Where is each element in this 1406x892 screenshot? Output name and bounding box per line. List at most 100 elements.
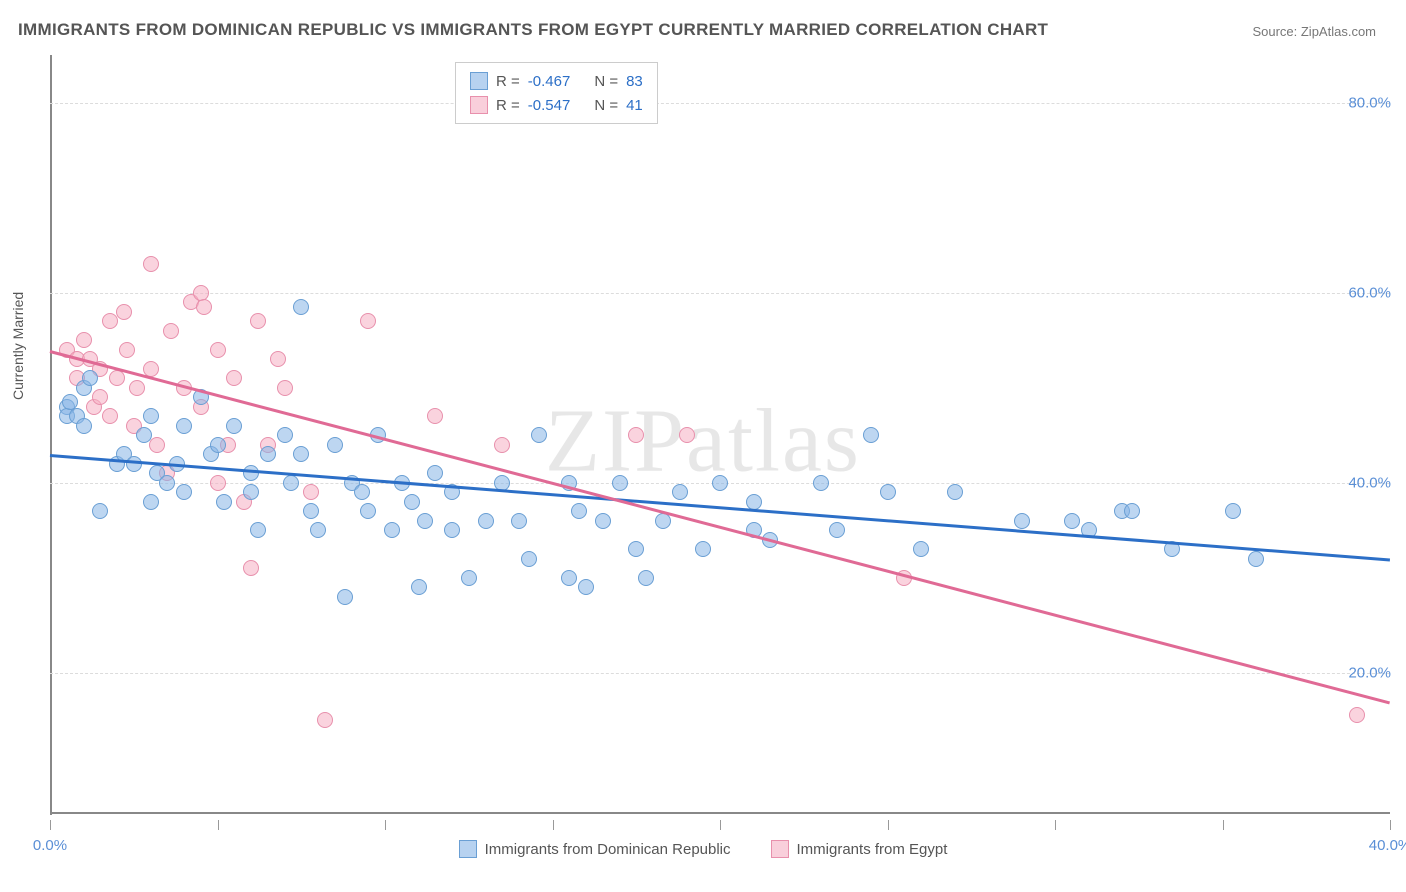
scatter-point-blue: [143, 408, 159, 424]
scatter-point-blue: [1014, 513, 1030, 529]
scatter-point-pink: [92, 389, 108, 405]
trend-line-blue: [50, 454, 1390, 561]
legend-n-label: N =: [594, 97, 618, 114]
scatter-point-blue: [417, 513, 433, 529]
scatter-point-blue: [638, 570, 654, 586]
scatter-point-blue: [277, 427, 293, 443]
scatter-point-blue: [880, 484, 896, 500]
scatter-point-pink: [119, 342, 135, 358]
scatter-point-pink: [116, 304, 132, 320]
scatter-point-blue: [746, 494, 762, 510]
scatter-point-blue: [159, 475, 175, 491]
scatter-point-pink: [277, 380, 293, 396]
scatter-point-pink: [243, 560, 259, 576]
x-tick: [720, 820, 721, 830]
legend-swatch-pink: [771, 840, 789, 858]
x-tick: [218, 820, 219, 830]
scatter-point-blue: [354, 484, 370, 500]
y-tick-label: 80.0%: [1348, 94, 1391, 111]
legend-r-label: R =: [496, 73, 520, 90]
scatter-point-blue: [672, 484, 688, 500]
legend-n-value: 83: [626, 73, 643, 90]
source-attribution: Source: ZipAtlas.com: [1252, 24, 1376, 39]
scatter-point-blue: [143, 494, 159, 510]
scatter-point-pink: [210, 475, 226, 491]
scatter-point-blue: [612, 475, 628, 491]
scatter-point-blue: [531, 427, 547, 443]
scatter-point-blue: [913, 541, 929, 557]
x-tick: [50, 820, 51, 830]
scatter-point-blue: [243, 484, 259, 500]
scatter-point-pink: [628, 427, 644, 443]
scatter-point-blue: [243, 465, 259, 481]
legend-r-value: -0.467: [528, 73, 571, 90]
scatter-point-pink: [427, 408, 443, 424]
scatter-point-pink: [109, 370, 125, 386]
scatter-point-pink: [1349, 707, 1365, 723]
scatter-point-blue: [293, 446, 309, 462]
x-tick-label: 0.0%: [33, 837, 67, 854]
scatter-point-blue: [76, 418, 92, 434]
scatter-point-blue: [561, 570, 577, 586]
scatter-point-blue: [82, 370, 98, 386]
scatter-point-pink: [143, 256, 159, 272]
scatter-point-blue: [293, 299, 309, 315]
scatter-point-blue: [404, 494, 420, 510]
scatter-point-blue: [210, 437, 226, 453]
scatter-point-blue: [829, 522, 845, 538]
scatter-point-blue: [461, 570, 477, 586]
scatter-point-blue: [813, 475, 829, 491]
x-tick-label: 40.0%: [1369, 837, 1406, 854]
scatter-point-pink: [163, 323, 179, 339]
scatter-point-blue: [578, 579, 594, 595]
scatter-point-blue: [411, 579, 427, 595]
scatter-point-pink: [76, 332, 92, 348]
scatter-point-blue: [511, 513, 527, 529]
scatter-point-blue: [1124, 503, 1140, 519]
scatter-point-pink: [129, 380, 145, 396]
scatter-point-blue: [1225, 503, 1241, 519]
legend-r-label: R =: [496, 97, 520, 114]
y-axis-label: Currently Married: [10, 292, 26, 400]
scatter-point-blue: [226, 418, 242, 434]
scatter-point-blue: [1064, 513, 1080, 529]
scatter-point-blue: [250, 522, 266, 538]
x-tick: [888, 820, 889, 830]
stats-legend-row: R = -0.547 N = 41: [470, 93, 643, 117]
scatter-point-pink: [196, 299, 212, 315]
scatter-point-blue: [595, 513, 611, 529]
x-tick: [1390, 820, 1391, 830]
y-tick-label: 60.0%: [1348, 284, 1391, 301]
scatter-point-blue: [92, 503, 108, 519]
scatter-point-blue: [444, 522, 460, 538]
scatter-point-pink: [270, 351, 286, 367]
scatter-point-blue: [337, 589, 353, 605]
scatter-point-blue: [176, 418, 192, 434]
scatter-point-pink: [149, 437, 165, 453]
x-tick: [553, 820, 554, 830]
scatter-point-blue: [283, 475, 299, 491]
scatter-point-pink: [317, 712, 333, 728]
scatter-point-blue: [695, 541, 711, 557]
scatter-point-pink: [679, 427, 695, 443]
stats-legend-row: R = -0.467 N = 83: [470, 69, 643, 93]
scatter-point-blue: [176, 484, 192, 500]
scatter-point-blue: [327, 437, 343, 453]
scatter-point-blue: [863, 427, 879, 443]
grid-line: [50, 673, 1390, 674]
y-axis-line: [50, 55, 52, 815]
scatter-point-pink: [102, 408, 118, 424]
scatter-point-blue: [478, 513, 494, 529]
grid-line: [50, 293, 1390, 294]
series-legend: Immigrants from Dominican Republic Immig…: [0, 840, 1406, 858]
scatter-point-blue: [1248, 551, 1264, 567]
scatter-point-blue: [216, 494, 232, 510]
x-axis-line: [50, 812, 1390, 814]
scatter-point-pink: [250, 313, 266, 329]
series-legend-item: Immigrants from Dominican Republic: [459, 840, 731, 858]
scatter-point-blue: [260, 446, 276, 462]
scatter-point-pink: [360, 313, 376, 329]
chart-title: IMMIGRANTS FROM DOMINICAN REPUBLIC VS IM…: [18, 20, 1048, 40]
scatter-point-blue: [712, 475, 728, 491]
scatter-point-blue: [628, 541, 644, 557]
